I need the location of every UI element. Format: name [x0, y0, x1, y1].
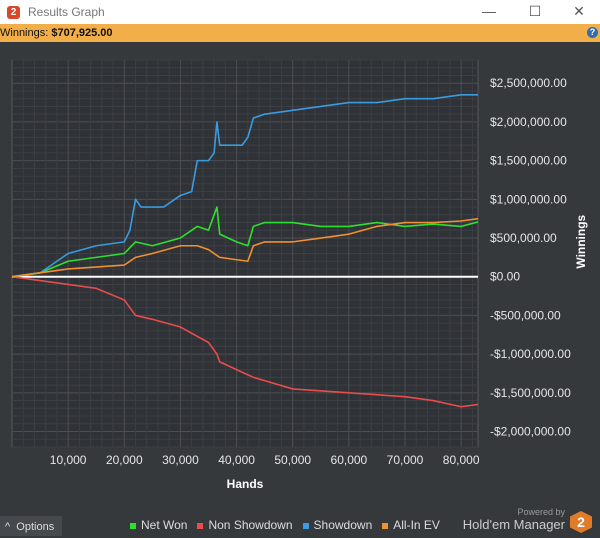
y-tick-label: $2,500,000.00: [490, 76, 567, 90]
series-line-non-showdown: [11, 275, 479, 408]
close-button[interactable]: ✕: [573, 3, 585, 19]
app-logo-icon: 2: [7, 5, 20, 19]
options-label: Options: [16, 521, 55, 533]
x-tick-label: 40,000: [218, 453, 255, 467]
x-tick-label: 10,000: [50, 453, 87, 467]
window-title: Results Graph: [28, 5, 105, 19]
x-tick-label: 80,000: [443, 453, 480, 467]
legend-item-net-won[interactable]: Net Won: [130, 518, 187, 532]
legend-swatch: [197, 522, 204, 529]
y-tick-label: -$2,000,000.00: [490, 425, 571, 439]
series-line-net-won: [11, 206, 479, 278]
y-tick-label: $500,000.00: [490, 231, 557, 245]
y-tick-label: -$1,500,000.00: [490, 386, 571, 400]
chevron-up-icon: ^: [5, 521, 11, 533]
winnings-value: $707,925.00: [51, 27, 113, 39]
options-button[interactable]: ^ Options: [0, 516, 62, 536]
series-line-all-in-ev: [11, 217, 479, 278]
maximize-button[interactable]: ☐: [528, 3, 542, 19]
hm-logo-icon: 2: [570, 511, 592, 533]
y-tick-label: -$500,000.00: [490, 308, 561, 322]
legend-swatch: [382, 522, 389, 529]
help-icon[interactable]: ?: [587, 27, 598, 38]
x-tick-label: 50,000: [274, 453, 311, 467]
y-tick-label: -$1,000,000.00: [490, 347, 571, 361]
chart-legend: Net Won Non Showdown Showdown All-In EV: [130, 518, 440, 532]
legend-item-all-in-ev[interactable]: All-In EV: [382, 518, 440, 532]
legend-label: Showdown: [313, 518, 373, 532]
x-axis-label: Hands: [227, 477, 264, 491]
y-tick-label: $1,000,000.00: [490, 192, 567, 206]
y-tick-label: $2,000,000.00: [490, 115, 567, 129]
brand-name: Hold'em Manager: [462, 517, 565, 532]
y-tick-label: $1,500,000.00: [490, 154, 567, 168]
results-chart: $2,500,000.00 $2,000,000.00 $1,500,000.00 $…: [11, 59, 588, 491]
y-axis-label: Winnings: [574, 214, 588, 268]
x-tick-label: 30,000: [162, 453, 199, 467]
powered-by: Powered by: [517, 507, 565, 517]
legend-item-non-showdown[interactable]: Non Showdown: [197, 518, 293, 532]
x-tick-label: 20,000: [106, 453, 143, 467]
minimize-button[interactable]: —: [482, 3, 496, 19]
legend-label: Net Won: [141, 518, 188, 532]
x-tick-label: 70,000: [387, 453, 424, 467]
legend-label: All-In EV: [393, 518, 440, 532]
winnings-label: Winnings:: [0, 27, 49, 39]
legend-swatch: [302, 522, 309, 529]
winnings-bar: Winnings: $707,925.00 ?: [0, 24, 600, 42]
title-bar: 2 Results Graph — ☐ ✕: [0, 0, 600, 24]
x-tick-label: 60,000: [331, 453, 368, 467]
legend-item-showdown[interactable]: Showdown: [302, 518, 373, 532]
legend-label: Non Showdown: [208, 518, 293, 532]
series-line-showdown: [11, 94, 478, 278]
y-tick-label: $0.00: [490, 270, 520, 284]
legend-swatch: [130, 522, 136, 529]
